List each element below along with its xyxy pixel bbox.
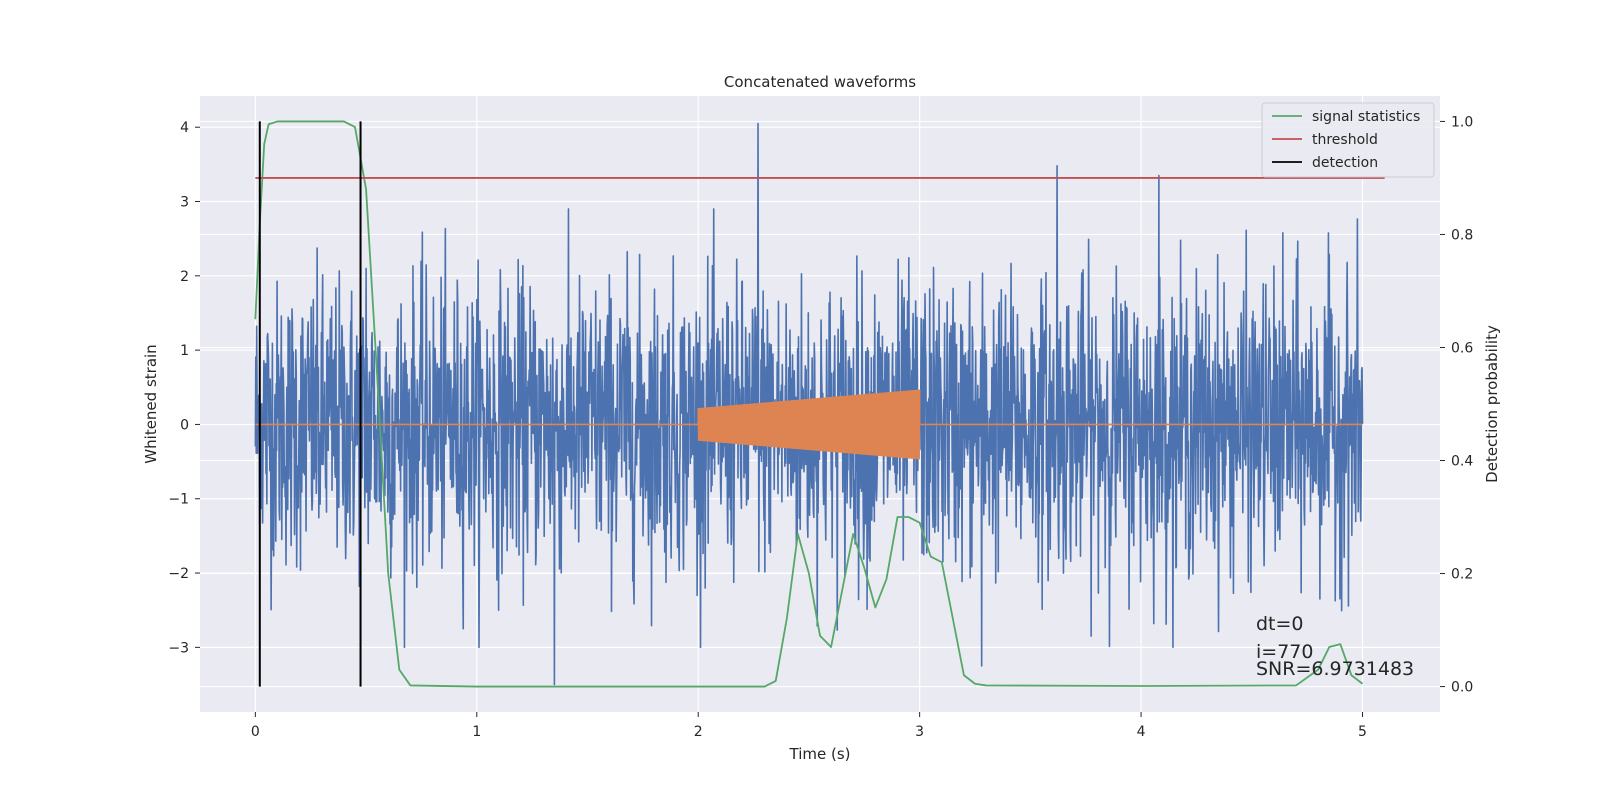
y-tick-label: 0 xyxy=(180,417,189,433)
x-tick-label: 2 xyxy=(694,724,703,740)
y-right-tick-label: 0.8 xyxy=(1451,227,1473,243)
legend-label-threshold: threshold xyxy=(1312,132,1378,148)
y-right-tick-label: 0.4 xyxy=(1451,454,1473,470)
plot-area xyxy=(254,120,1364,688)
x-axis-label: Time (s) xyxy=(789,745,851,763)
legend-label-detection: detection xyxy=(1312,155,1378,171)
y-right-tick-label: 0.2 xyxy=(1451,567,1473,583)
x-tick-label: 1 xyxy=(472,724,481,740)
y-tick-label: 1 xyxy=(180,343,189,359)
x-tick-label: 4 xyxy=(1137,724,1146,740)
y-right-tick-label: 0.6 xyxy=(1451,340,1473,356)
y-tick-label: 2 xyxy=(180,269,189,285)
y-tick-label: −1 xyxy=(168,492,189,508)
y-tick-label: −3 xyxy=(168,640,189,656)
chart-title: Concatenated waveforms xyxy=(724,73,916,91)
annotation-i: i=770 xyxy=(1256,641,1313,663)
y-tick-label: 4 xyxy=(180,120,189,136)
annotation-block: dt=0 i=770 SNR=6.9731483 xyxy=(1256,613,1414,680)
x-tick-label: 0 xyxy=(251,724,260,740)
legend-box xyxy=(1261,102,1435,178)
legend-label-signal-statistics: signal statistics xyxy=(1312,109,1420,125)
legend: signal statistics threshold detection xyxy=(1261,102,1435,178)
x-tick-label: 3 xyxy=(915,724,924,740)
y-tick-label: −2 xyxy=(168,566,189,582)
signal-statistics-line xyxy=(254,120,1364,688)
ticks-layer: 0 1 2 3 4 5 −3 −2 −1 0 1 2 3 4 0.0 0.2 0.4 0.6 0.8 1.0 xyxy=(168,114,1473,740)
injected-signal-line xyxy=(255,389,1363,460)
series-layer xyxy=(254,120,1385,688)
y-tick-label: 3 xyxy=(180,195,189,211)
y-axis-label: Whitened strain xyxy=(142,344,160,463)
y-right-tick-label: 1.0 xyxy=(1451,114,1473,130)
y-right-tick-label: 0.0 xyxy=(1451,680,1473,696)
y-axis-label-right: Detection probability xyxy=(1483,325,1501,483)
annotation-snr: SNR=6.9731483 xyxy=(1256,658,1414,680)
x-tick-label: 5 xyxy=(1358,724,1367,740)
annotation-dt: dt=0 xyxy=(1256,613,1304,635)
